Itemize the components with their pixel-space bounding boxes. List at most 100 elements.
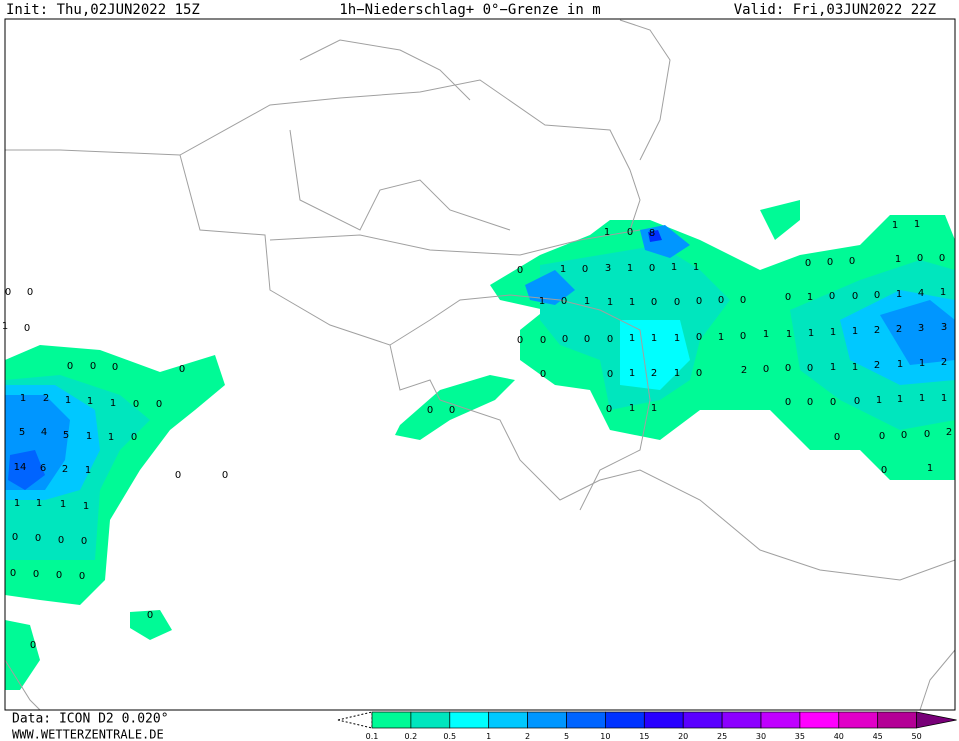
precip-value: 0 bbox=[561, 296, 567, 307]
precip-value: 0 bbox=[852, 291, 858, 302]
precip-value: 0 bbox=[90, 361, 96, 372]
precip-value: 0 bbox=[156, 399, 162, 410]
precip-areas bbox=[5, 200, 955, 690]
precip-value: 0 bbox=[785, 292, 791, 303]
precip-value: 1 bbox=[627, 263, 633, 274]
borders bbox=[4, 19, 956, 711]
legend-tick-label: 30 bbox=[756, 732, 766, 741]
precip-value: 0 bbox=[649, 263, 655, 274]
precip-value: 1 bbox=[941, 393, 947, 404]
legend-tick-label: 5 bbox=[564, 732, 569, 741]
map-title: 1h−Niederschlag+ 0°−Grenze in m bbox=[339, 2, 600, 18]
precip-value: 1 bbox=[897, 394, 903, 405]
border-line bbox=[289, 129, 511, 231]
precip-value: 1 bbox=[86, 431, 92, 442]
precip-value: 0 bbox=[517, 335, 523, 346]
precip-area bbox=[648, 230, 662, 242]
precip-value: 0 bbox=[627, 227, 633, 238]
data-source: Data: ICON D2 0.020° bbox=[12, 712, 169, 727]
precip-value: 0 bbox=[718, 295, 724, 306]
precip-value: 2 bbox=[941, 357, 947, 368]
precip-value: 2 bbox=[43, 393, 49, 404]
precip-value: 1 bbox=[852, 362, 858, 373]
precip-value: 0 bbox=[147, 610, 153, 621]
precip-value: 1 bbox=[892, 220, 898, 231]
precip-value: 0 bbox=[606, 404, 612, 415]
precip-area bbox=[8, 450, 45, 490]
precip-value: 0 bbox=[854, 396, 860, 407]
border-line bbox=[179, 154, 441, 401]
precip-value: 0 bbox=[517, 265, 523, 276]
coastline bbox=[619, 19, 671, 161]
legend-tick-label: 20 bbox=[678, 732, 688, 741]
precip-value: 0 bbox=[879, 431, 885, 442]
precip-value: 1 bbox=[897, 359, 903, 370]
legend-box bbox=[410, 711, 451, 729]
precip-value: 2 bbox=[896, 324, 902, 335]
precip-value: 1 bbox=[693, 262, 699, 273]
precip-value: 0 bbox=[222, 470, 228, 481]
color-legend: 0.1 0.2 0.5 1 2 5 10 15 20 25 30 35 40 45 50 bbox=[366, 711, 957, 741]
precip-value: 0 bbox=[10, 568, 16, 579]
precip-area bbox=[525, 270, 575, 305]
legend-box bbox=[605, 711, 645, 729]
precip-value: 0 bbox=[35, 533, 41, 544]
precip-value: 0 bbox=[829, 291, 835, 302]
precip-value: 0 bbox=[807, 397, 813, 408]
legend-box bbox=[760, 711, 801, 729]
legend-box bbox=[488, 711, 528, 729]
precip-value: 0 bbox=[939, 253, 945, 264]
border-line bbox=[389, 294, 651, 511]
precip-value: 1 bbox=[876, 395, 882, 406]
precip-value: 4 bbox=[918, 288, 924, 299]
precip-value: 5 bbox=[63, 430, 69, 441]
legend-tick-label: 35 bbox=[795, 732, 805, 741]
precip-value: 0 bbox=[179, 364, 185, 375]
legend-tick-label: 25 bbox=[717, 732, 727, 741]
precip-value: 1 bbox=[651, 403, 657, 414]
precip-value: 1 bbox=[87, 396, 93, 407]
precip-value: 1 bbox=[20, 393, 26, 404]
precip-value: 2 bbox=[741, 365, 747, 376]
legend-box bbox=[721, 711, 762, 729]
precip-value: 1 bbox=[671, 262, 677, 273]
precip-value: 1 bbox=[674, 368, 680, 379]
precip-value: 1 bbox=[808, 328, 814, 339]
precip-value: 0 bbox=[696, 296, 702, 307]
precip-value: 1 bbox=[2, 321, 8, 332]
precip-value: 2 bbox=[946, 427, 952, 438]
precip-value: 0 bbox=[582, 264, 588, 275]
precip-value: 2 bbox=[874, 360, 880, 371]
precip-value: 2 bbox=[651, 368, 657, 379]
legend-box bbox=[877, 711, 917, 729]
precip-value: 1 bbox=[763, 329, 769, 340]
precip-value: 1 bbox=[560, 264, 566, 275]
precip-value: 1 bbox=[651, 333, 657, 344]
precip-value: 3 bbox=[605, 263, 611, 274]
precip-value: 1 bbox=[895, 254, 901, 265]
precip-value: 0 bbox=[607, 369, 613, 380]
legend-tick-label: 2 bbox=[525, 732, 530, 741]
precip-value: 2 bbox=[874, 325, 880, 336]
precip-area bbox=[760, 200, 800, 240]
precip-value: 0 bbox=[763, 364, 769, 375]
precip-value: 1 bbox=[14, 498, 20, 509]
precip-value: 0 bbox=[584, 334, 590, 345]
precip-value: 0 bbox=[785, 397, 791, 408]
precip-value: 0 bbox=[67, 361, 73, 372]
precip-value: 1 bbox=[36, 498, 42, 509]
precip-value: 0 bbox=[81, 536, 87, 547]
precip-value: 1 bbox=[807, 292, 813, 303]
precip-value: 1 bbox=[852, 326, 858, 337]
precip-value: 0 bbox=[5, 287, 11, 298]
legend-box bbox=[449, 711, 490, 729]
legend-under-arrow bbox=[337, 711, 373, 729]
legend-tick-label: 0.1 bbox=[366, 732, 379, 741]
precip-value: 14 bbox=[14, 462, 27, 473]
precip-value: 1 bbox=[604, 227, 610, 238]
precip-value: 1 bbox=[718, 332, 724, 343]
precip-value: 1 bbox=[914, 219, 920, 230]
coastline bbox=[299, 39, 471, 101]
precip-value: 0 bbox=[924, 429, 930, 440]
legend-tick-label: 15 bbox=[639, 732, 649, 741]
